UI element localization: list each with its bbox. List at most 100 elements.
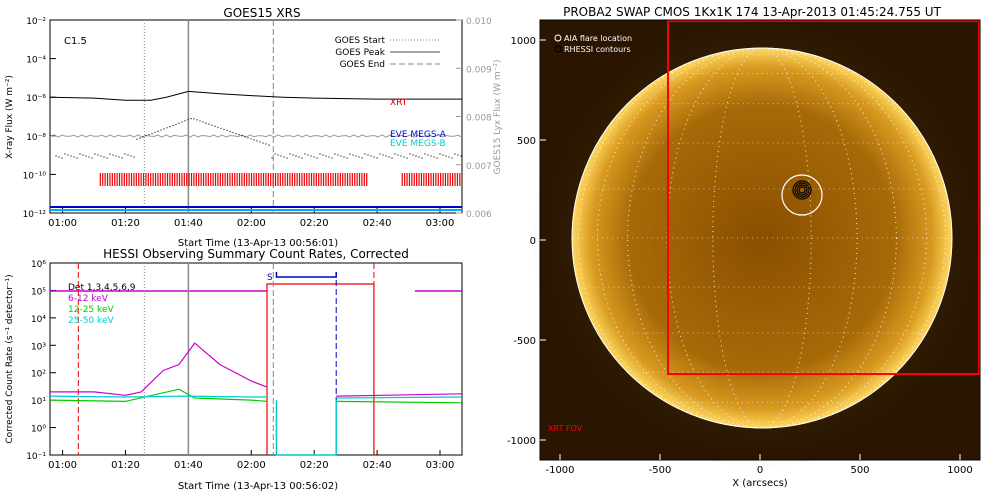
swap-x-tick-label: -1000 bbox=[545, 465, 574, 476]
hessi-s-flag bbox=[275, 272, 337, 278]
goes-low-flux-point bbox=[241, 135, 243, 137]
goes-low-flux-point bbox=[88, 156, 90, 158]
swap-legend: AIA flare location RHESSI contours bbox=[554, 34, 632, 54]
hessi-legend-25-50: 25-50 keV bbox=[68, 316, 114, 326]
swap-legend-aia: AIA flare location bbox=[564, 34, 632, 43]
goes-y-tick-label: 10⁻² bbox=[26, 17, 46, 27]
goes-y-tick-label: 10⁻¹⁰ bbox=[23, 171, 47, 181]
swap-x-tick-label: 0 bbox=[757, 465, 763, 476]
goes-y-right-tick-label: 0.007 bbox=[466, 162, 492, 172]
hessi-12-25-post bbox=[336, 400, 463, 404]
goes-low-flux-point bbox=[400, 155, 402, 157]
goes-x-tick-label: 01:20 bbox=[111, 218, 140, 229]
goes-low-flux-point bbox=[340, 155, 342, 157]
goes-low-flux-point bbox=[64, 153, 66, 155]
goes-low-flux-point bbox=[226, 129, 228, 131]
goes-xrt-label: XRT bbox=[390, 98, 408, 108]
goes-low-flux-point bbox=[136, 138, 138, 140]
goes-low-flux-point bbox=[157, 130, 159, 132]
hessi-legend-det: Det 1,3,4,5,6,9 bbox=[68, 283, 136, 293]
goes-legend-peak: GOES Peak bbox=[335, 48, 385, 58]
hessi-gap-trace bbox=[275, 400, 337, 456]
goes-low-flux-point bbox=[295, 155, 297, 157]
goes-low-flux-point bbox=[184, 120, 186, 122]
goes-low-flux-point bbox=[205, 122, 207, 124]
goes-panel: GOES15 XRS 01:00 01:20 01:40 02:00 02:20 02:4… bbox=[5, 6, 503, 249]
goes-low-flux-point bbox=[358, 156, 360, 158]
goes-low-flux-point bbox=[175, 123, 177, 125]
hessi-y-tick-label: 10² bbox=[31, 370, 46, 380]
goes-low-flux-point bbox=[436, 157, 438, 159]
aia-flare-circle bbox=[781, 174, 823, 216]
hessi-series bbox=[49, 342, 463, 456]
goes-low-flux-point bbox=[73, 156, 75, 158]
goes-low-flux-point bbox=[322, 154, 324, 156]
goes-low-flux-point bbox=[349, 153, 351, 155]
goes-ylabel: X-ray Flux (W m⁻²) bbox=[5, 75, 15, 159]
sun-limb bbox=[571, 47, 953, 429]
goes-low-flux-point bbox=[445, 155, 447, 157]
goes-legend: GOES Start GOES Peak GOES End bbox=[335, 36, 440, 70]
goes-low-flux-point bbox=[55, 155, 57, 157]
goes-low-flux-point bbox=[439, 153, 441, 155]
hessi-x-tick-label: 02:00 bbox=[237, 460, 266, 471]
goes-low-flux-point bbox=[376, 157, 378, 159]
goes-low-flux-point bbox=[352, 154, 354, 156]
goes-low-flux-point bbox=[373, 156, 375, 158]
goes-low-flux-point bbox=[391, 157, 393, 159]
goes-low-flux-point bbox=[379, 153, 381, 155]
hessi-25-50-post bbox=[336, 396, 463, 399]
goes-low-flux-point bbox=[190, 118, 192, 120]
goes-low-flux-point bbox=[289, 153, 291, 155]
goes-low-flux-point bbox=[172, 124, 174, 127]
goes-low-flux-point bbox=[178, 122, 180, 124]
goes-y-tick-label: 10⁻¹² bbox=[23, 210, 47, 220]
hessi-plot-frame bbox=[49, 262, 463, 456]
goes-low-flux-point bbox=[355, 155, 357, 157]
goes-x-tick-label: 02:20 bbox=[300, 218, 329, 229]
goes-low-flux-point bbox=[163, 128, 165, 130]
goes-low-flux-point bbox=[220, 127, 222, 129]
hessi-6-12-line bbox=[50, 342, 268, 396]
hessi-legend-6-12: 6-12 keV bbox=[68, 294, 109, 304]
swap-x-tick-label: 1000 bbox=[947, 465, 972, 476]
hessi-y-tick-label: 10⁵ bbox=[31, 287, 46, 297]
goes-low-flux-point bbox=[313, 156, 315, 158]
goes-series bbox=[49, 90, 463, 211]
goes-low-flux-point bbox=[292, 154, 294, 156]
goes-low-flux-point bbox=[85, 155, 87, 157]
goes-low-flux-point bbox=[76, 157, 78, 159]
goes-low-flux-point bbox=[259, 141, 261, 143]
goes-low-flux-point bbox=[133, 156, 135, 158]
goes-y-tick-label: 10⁻⁴ bbox=[26, 56, 46, 66]
goes-low-flux-point bbox=[235, 133, 237, 135]
swap-x-tick-label: -500 bbox=[649, 465, 672, 476]
goes-flare-class: C1.5 bbox=[64, 36, 87, 47]
goes-low-flux-point bbox=[415, 155, 417, 157]
goes-low-flux-point bbox=[187, 119, 189, 121]
goes-low-flux-point bbox=[127, 154, 129, 156]
goes-low-flux-point bbox=[451, 157, 453, 159]
goes-low-flux-point bbox=[151, 132, 153, 135]
goes-low-flux-point bbox=[298, 156, 300, 158]
goes-low-flux-point bbox=[406, 157, 408, 159]
swap-xlabel: X (arcsecs) bbox=[732, 478, 788, 489]
goes-low-flux-point bbox=[277, 154, 279, 156]
hessi-y-tick-label: 10⁻¹ bbox=[26, 452, 46, 462]
goes-xrt-line bbox=[49, 90, 462, 101]
hessi-title: HESSI Observing Summary Count Rates, Cor… bbox=[103, 247, 409, 261]
goes-low-flux-point bbox=[334, 153, 336, 155]
hessi-x-tick-label: 01:20 bbox=[111, 460, 140, 471]
hessi-6-12-post bbox=[336, 393, 463, 397]
goes-low-flux-point bbox=[70, 155, 72, 157]
sun-grid bbox=[572, 47, 952, 429]
hessi-y-tick-label: 10³ bbox=[31, 342, 46, 352]
goes-low-flux-point bbox=[160, 129, 162, 131]
goes-lyman-line bbox=[49, 134, 463, 138]
rhessi-legend-icon bbox=[554, 45, 562, 53]
goes-low-flux-point bbox=[268, 144, 270, 146]
goes-low-flux-point bbox=[148, 134, 150, 136]
goes-low-flux-point bbox=[418, 156, 420, 158]
goes-low-flux-point bbox=[274, 153, 276, 155]
